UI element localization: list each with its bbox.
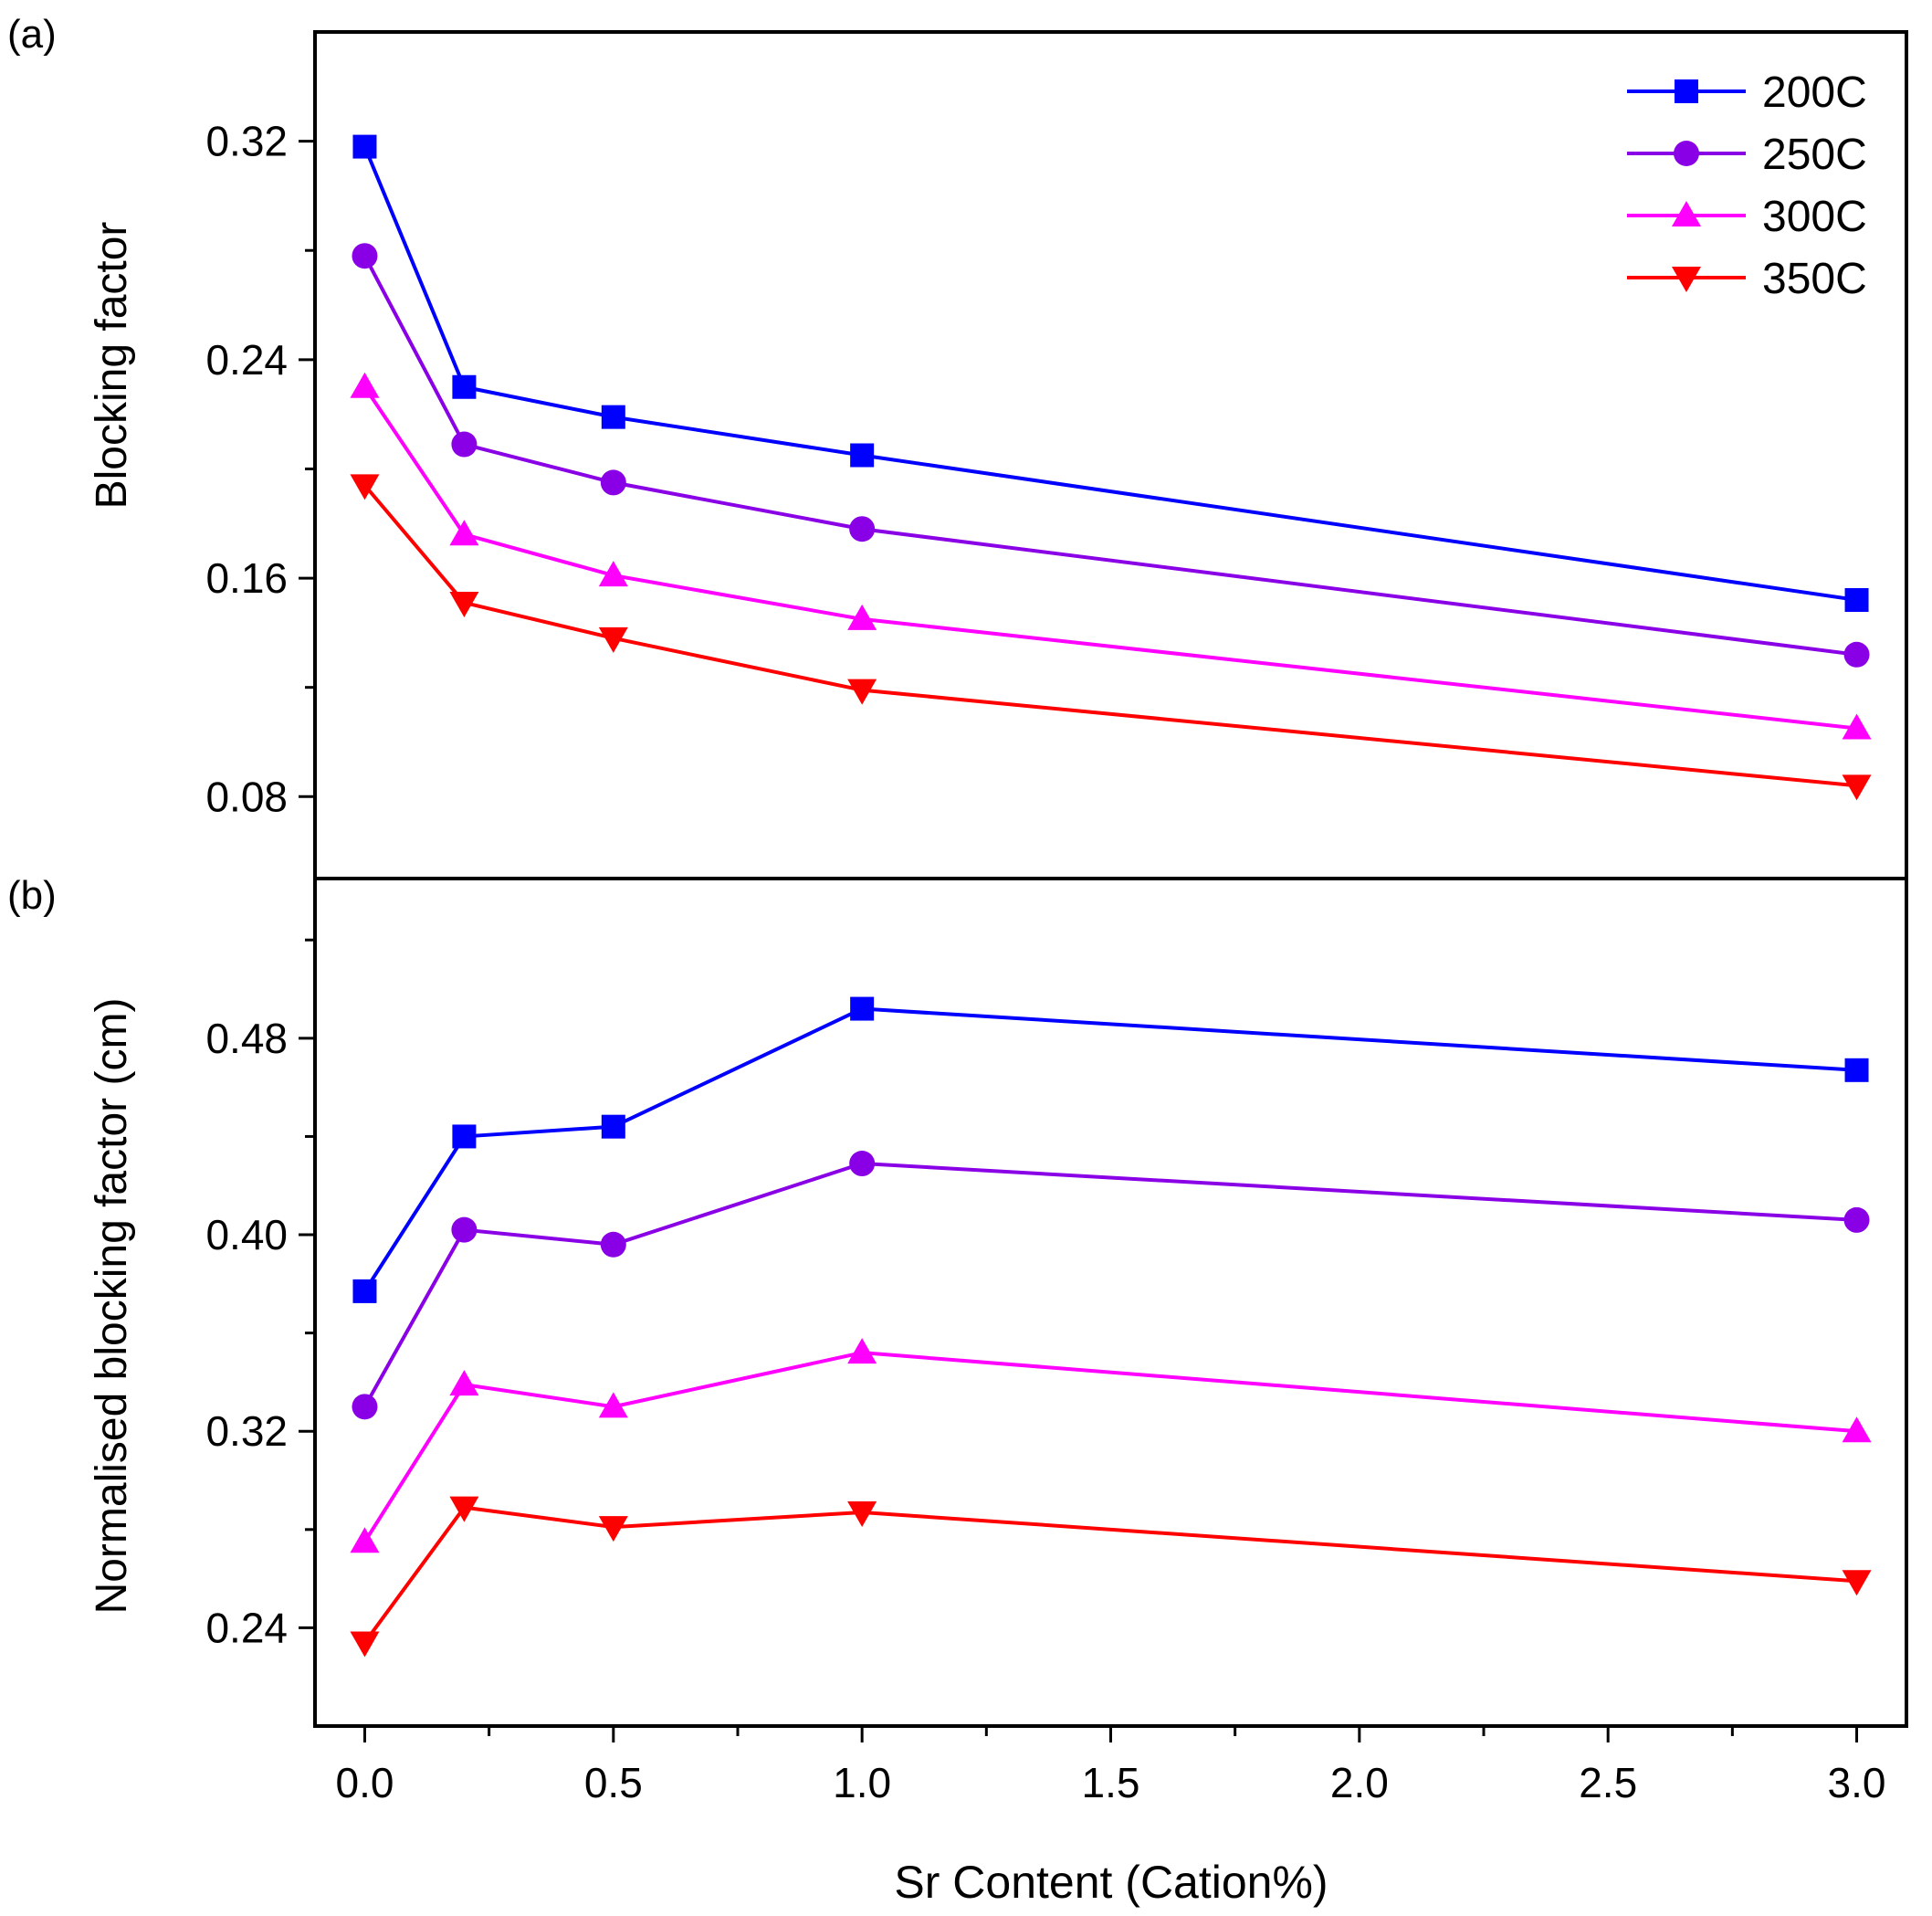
panel-b-point-350C: [847, 1500, 877, 1527]
panel-a-point-300C: [350, 372, 380, 398]
panel-b-line-300C: [362, 1351, 1857, 1543]
panel-a-y-tick-label: 0.24: [205, 336, 288, 384]
panel-b-point-200C: [850, 996, 875, 1021]
panel-b-y-tick-label: 0.48: [205, 1015, 288, 1062]
panel-b-point-200C: [1844, 1058, 1869, 1082]
panel-a-line-250C: [362, 255, 1857, 657]
panel-b-point-300C: [598, 1392, 628, 1418]
panel-a-series-300C: [350, 372, 1872, 740]
panel-a-y-tick-label: 0.32: [205, 118, 288, 165]
panel-a-point-250C: [600, 469, 626, 496]
panel-b-line-350C: [362, 1505, 1857, 1644]
panel-b-line-200C: [362, 1006, 1857, 1292]
panel-b-label: (b): [7, 873, 57, 918]
panel-b-ylabel: Normalised blocking factor (cm): [88, 998, 136, 1615]
panel-b-point-300C: [847, 1338, 877, 1364]
panel-a-point-350C: [1842, 774, 1872, 801]
panel-b-series-350C: [350, 1496, 1872, 1658]
panel-a-point-200C: [452, 374, 477, 399]
panel-b-line-250C: [362, 1162, 1857, 1408]
x-tick-label: 3.0: [1828, 1759, 1886, 1806]
panel-a-series-200C: [352, 134, 1869, 612]
panel-a-point-200C: [850, 443, 875, 468]
panel-a-point-250C: [352, 243, 378, 269]
panel-a-line-300C: [362, 385, 1857, 731]
x-tick-label: 2.0: [1330, 1759, 1389, 1806]
panel-a-line-350C: [362, 484, 1857, 788]
panel-a-ylabel: Blocking factor: [88, 222, 136, 510]
panel-b-point-250C: [600, 1231, 626, 1258]
panel-a-point-350C: [350, 474, 380, 500]
panel-a-frame: [313, 30, 1908, 880]
panel-a-y-tick-label: 0.16: [205, 554, 288, 602]
legend-marker-350C: [1672, 267, 1701, 292]
panel-b-point-350C: [449, 1496, 479, 1522]
panel-b-series-200C: [352, 996, 1869, 1303]
panel-b-series-300C: [350, 1338, 1872, 1553]
panel-b-plot: 0.24 0.32 0.40 0.48 0.0 0.5 1.0 1.5 2.0 2.5 3.0: [205, 877, 1908, 1806]
panel-a-label: (a): [7, 12, 57, 57]
panel-a-point-300C: [449, 520, 479, 546]
legend-marker-300C: [1672, 201, 1701, 226]
panel-b-point-200C: [452, 1124, 477, 1149]
panel-b-point-250C: [849, 1151, 876, 1177]
panel-b-series-250C: [352, 1151, 1870, 1420]
panel-b-point-350C: [598, 1516, 628, 1542]
panel-b-point-250C: [451, 1216, 478, 1243]
panel-a-point-200C: [352, 134, 377, 159]
x-axis-label: Sr Content (Cation%): [894, 1857, 1328, 1908]
panel-a-point-300C: [847, 604, 877, 630]
panel-a-series-350C: [350, 474, 1872, 801]
x-tick-label: 1.0: [833, 1759, 891, 1806]
legend-marker-200C: [1675, 79, 1698, 103]
panel-a-point-250C: [1843, 641, 1870, 668]
panel-b-point-200C: [352, 1279, 377, 1303]
panel-a-series-250C: [352, 243, 1870, 668]
x-tick-label: 0.5: [584, 1759, 643, 1806]
panel-b-y-tick-label: 0.24: [205, 1604, 288, 1651]
panel-a-plot: 0.08 0.16 0.24 0.32: [205, 30, 1908, 880]
panel-a-point-250C: [451, 431, 478, 458]
panel-a-point-350C: [847, 679, 877, 705]
panel-a-point-300C: [1842, 713, 1872, 740]
panel-b-frame: [313, 877, 1908, 1728]
panel-b-point-300C: [1842, 1416, 1872, 1443]
x-tick-label: 2.5: [1579, 1759, 1637, 1806]
legend-label-250C: 250C: [1762, 131, 1867, 179]
legend: 200C 250C 300C 350C: [1627, 68, 1867, 303]
panel-b-point-300C: [449, 1370, 479, 1396]
panel-a-point-200C: [601, 405, 625, 429]
panel-b-point-350C: [1842, 1570, 1872, 1596]
panel-b-point-200C: [601, 1114, 625, 1139]
panel-a-point-350C: [449, 591, 479, 617]
panel-a-y-tick-label: 0.08: [205, 773, 288, 820]
panel-b-point-300C: [350, 1527, 380, 1553]
panel-b-point-250C: [1843, 1206, 1870, 1233]
panel-b-y-tick-label: 0.40: [205, 1211, 288, 1258]
panel-b-y-tick-label: 0.32: [205, 1407, 288, 1455]
legend-marker-250C: [1674, 141, 1699, 166]
legend-label-200C: 200C: [1762, 68, 1867, 117]
legend-label-350C: 350C: [1762, 255, 1867, 303]
panel-a-point-250C: [849, 516, 876, 542]
x-tick-label: 0.0: [335, 1759, 394, 1806]
panel-b-point-250C: [352, 1394, 378, 1420]
panel-a-point-350C: [598, 626, 628, 653]
x-tick-label: 1.5: [1082, 1759, 1140, 1806]
panel-b-point-350C: [350, 1631, 380, 1658]
panel-a-point-300C: [598, 561, 628, 587]
panel-a-point-200C: [1844, 587, 1869, 612]
legend-label-300C: 300C: [1762, 193, 1867, 241]
